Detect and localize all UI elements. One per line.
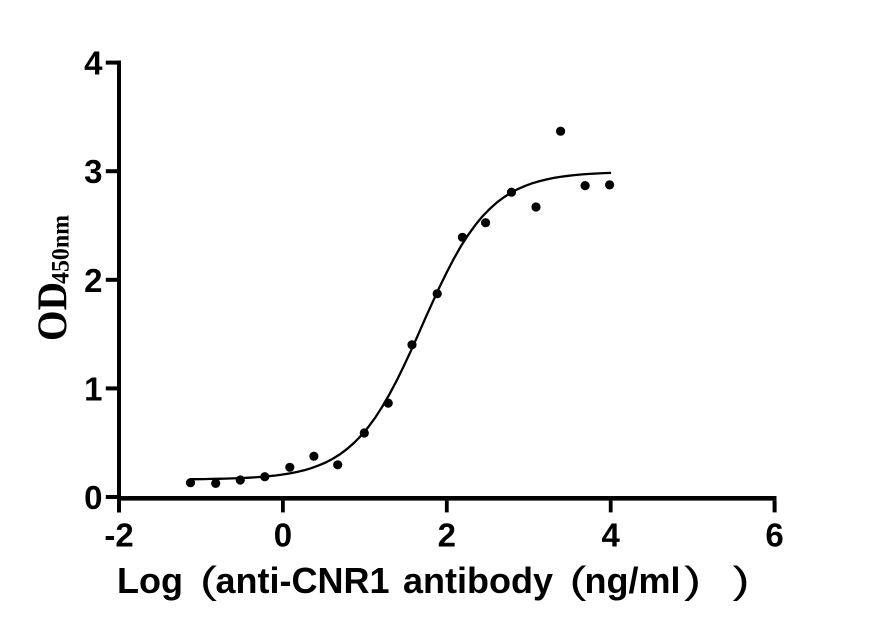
svg-text:0: 0 [274,516,292,553]
svg-text:OD: OD [31,282,77,341]
svg-text:Log: Log [117,560,183,601]
svg-text:2: 2 [438,516,456,553]
svg-text:2: 2 [84,262,102,299]
svg-text:): ) [684,560,701,602]
svg-text:ng/ml: ng/ml [585,560,681,601]
svg-text:1: 1 [84,370,102,407]
svg-text:6: 6 [765,516,783,553]
svg-text:antibody: antibody [403,560,553,601]
svg-text:anti-CNR1: anti-CNR1 [216,560,390,601]
svg-text:(: ( [200,560,217,602]
svg-text:(: ( [570,560,587,602]
svg-text:-2: -2 [104,516,133,553]
svg-text:0: 0 [84,479,102,516]
svg-text:3: 3 [84,153,102,190]
svg-text:450nm: 450nm [48,215,75,284]
svg-text:4: 4 [84,45,103,82]
svg-text:4: 4 [602,516,621,553]
svg-text:): ) [733,560,750,602]
